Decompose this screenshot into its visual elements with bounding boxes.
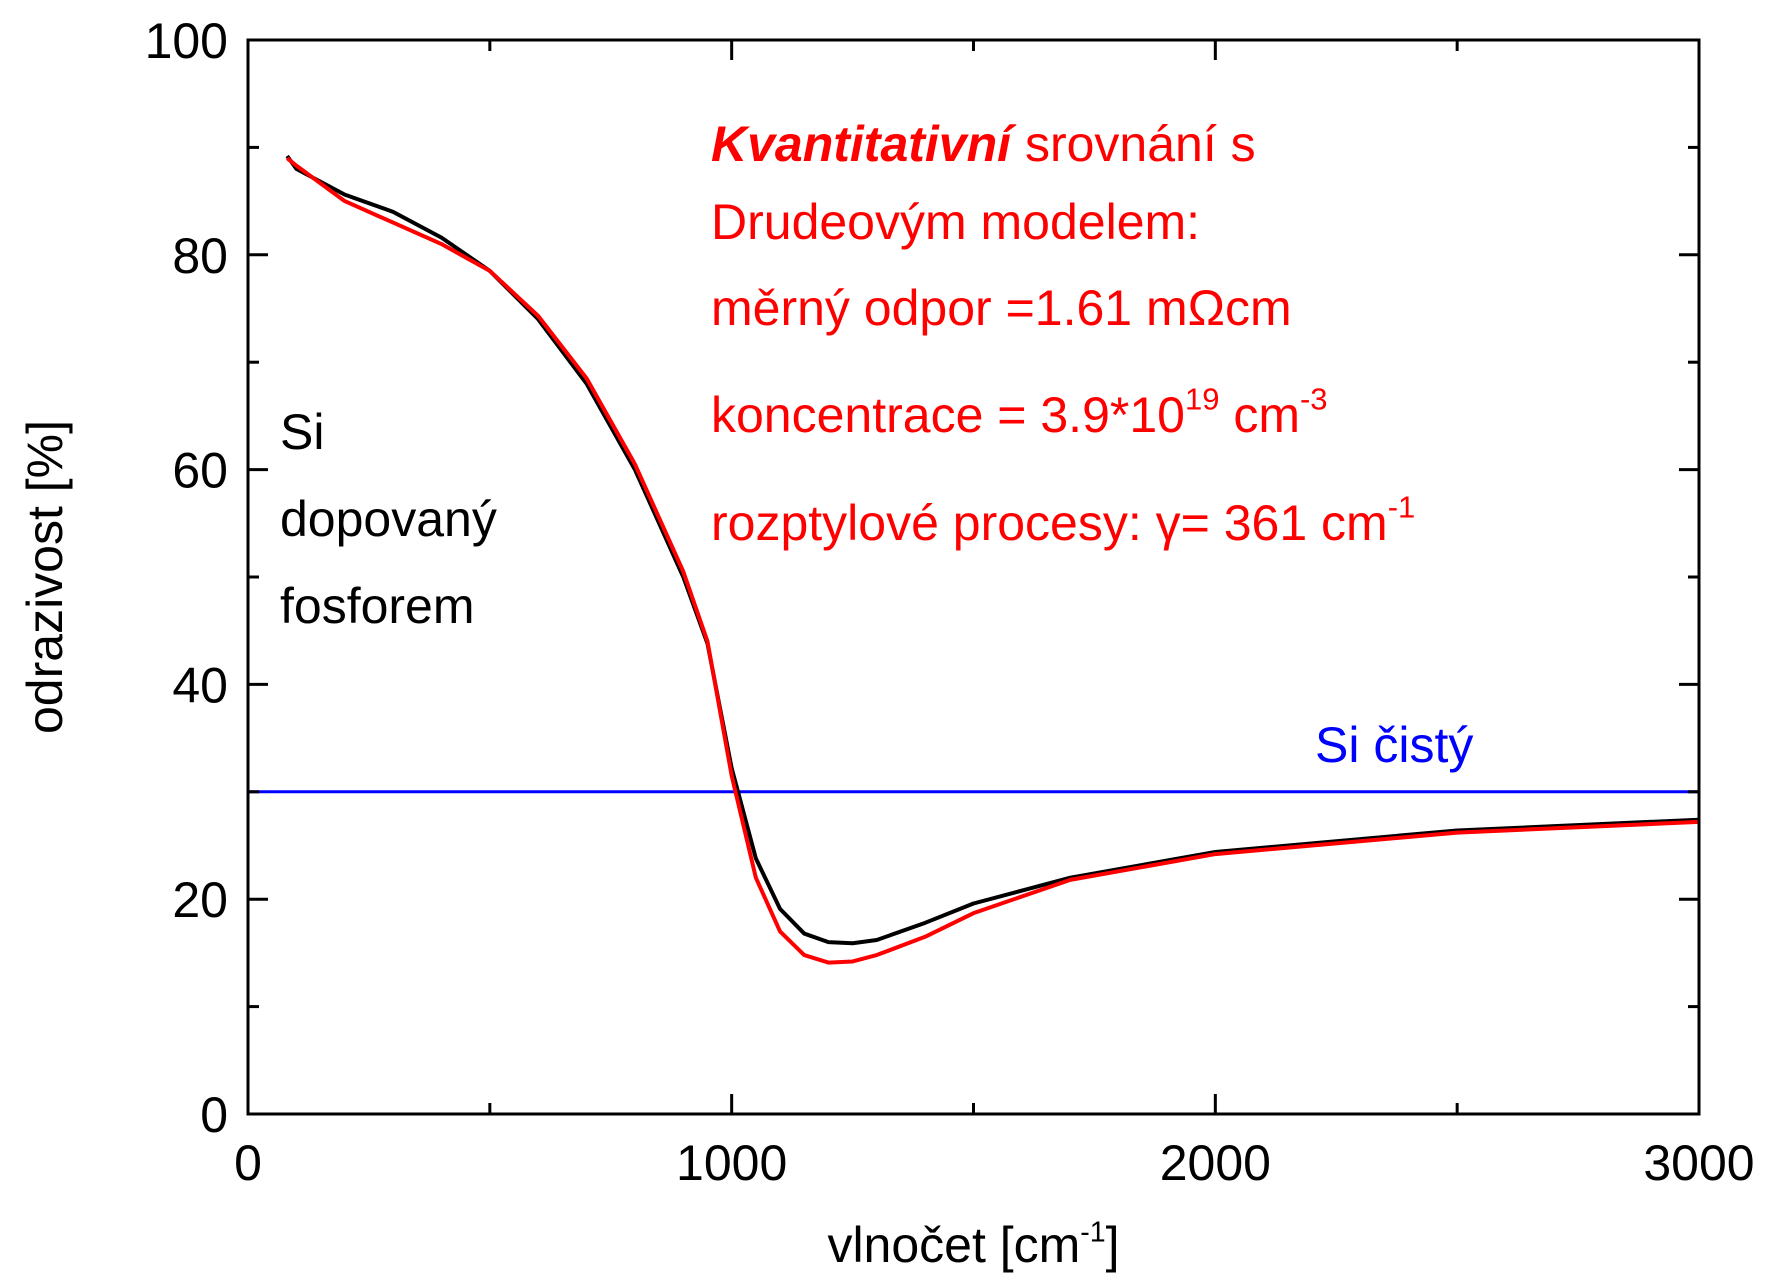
annotation: dopovaný bbox=[280, 491, 497, 547]
text-part: cm bbox=[1219, 387, 1300, 443]
text-part: ] bbox=[1106, 1217, 1120, 1273]
y-tick-label: 60 bbox=[172, 443, 228, 499]
annotation: Si čistý bbox=[1315, 717, 1473, 773]
text-part: měrný odpor =1.61 mΩcm bbox=[711, 280, 1292, 336]
text-part: koncentrace = 3.9*10 bbox=[711, 387, 1185, 443]
data-line bbox=[285, 154, 1700, 946]
x-tick-label: 1000 bbox=[676, 1135, 787, 1191]
text-part: -3 bbox=[1300, 382, 1328, 417]
x-axis-label: vlnočet [cm-1] bbox=[827, 1216, 1119, 1273]
x-tick-label: 3000 bbox=[1643, 1135, 1754, 1191]
rich-text: koncentrace = 3.9*1019 cm-3 bbox=[711, 382, 1328, 444]
text-part: rozptylové procesy: γ= 361 cm bbox=[711, 495, 1388, 551]
text-part: vlnočet [cm bbox=[827, 1217, 1080, 1273]
rich-text: měrný odpor =1.61 mΩcm bbox=[711, 280, 1292, 336]
x-tick-label: 2000 bbox=[1160, 1135, 1271, 1191]
rich-text: Kvantitativní srovnání s bbox=[711, 116, 1256, 172]
text-part: Kvantitativní bbox=[711, 116, 1017, 172]
y-tick-label: 40 bbox=[172, 657, 228, 713]
text-part: 19 bbox=[1185, 382, 1219, 417]
y-tick-label: 80 bbox=[172, 228, 228, 284]
rich-text: Drudeovým modelem: bbox=[711, 194, 1200, 250]
annotation: Si bbox=[280, 404, 324, 460]
annotation: fosforem bbox=[280, 578, 475, 634]
text-part: srovnání s bbox=[1011, 116, 1256, 172]
y-axis-label: odrazivost [%] bbox=[17, 420, 73, 734]
rich-text: rozptylové procesy: γ= 361 cm-1 bbox=[711, 490, 1415, 552]
text-part: -1 bbox=[1080, 1216, 1105, 1248]
data-line bbox=[285, 156, 1700, 965]
y-tick-label: 100 bbox=[145, 13, 228, 69]
y-tick-label: 20 bbox=[172, 872, 228, 928]
text-part: -1 bbox=[1388, 490, 1416, 525]
text-part: Drudeovým modelem: bbox=[711, 194, 1200, 250]
x-tick-label: 0 bbox=[234, 1135, 262, 1191]
y-tick-label: 0 bbox=[200, 1087, 228, 1143]
